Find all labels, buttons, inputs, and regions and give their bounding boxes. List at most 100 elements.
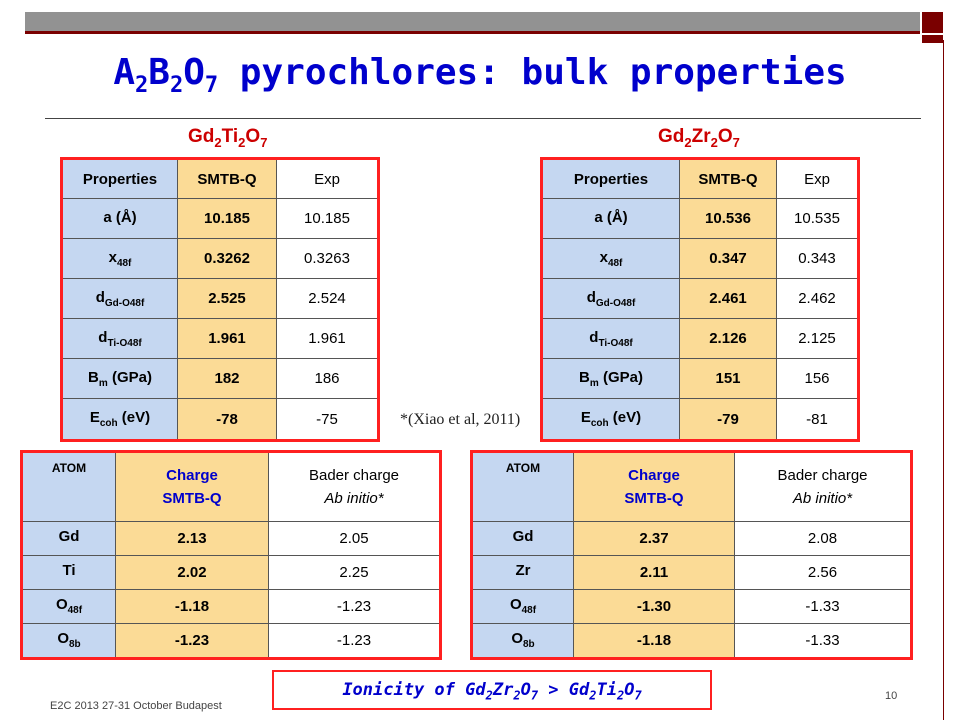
table-row: Zr 2.11 2.56 (471, 554, 912, 590)
smtb-charge: 2.02 (115, 554, 269, 590)
table-row: Ti 2.02 2.25 (21, 554, 441, 590)
table-row: x48f 0.3262 0.3263 (61, 238, 379, 280)
exp-value: 0.3263 (276, 238, 379, 280)
smtb-value: 2.525 (177, 278, 277, 320)
table-row: O8b -1.18 -1.33 (471, 622, 912, 660)
smtb-charge: 2.11 (573, 554, 735, 590)
left-charge-table: ATOM Charge SMTB-Q Bader charge Ab initio*… (20, 450, 442, 660)
right-compound-heading: Gd2Zr2O7 (658, 126, 740, 150)
row-label: Bm (GPa) (541, 358, 680, 400)
citation: *(Xiao et al, 2011) (400, 411, 521, 428)
row-label: dGd-O48f (541, 278, 680, 320)
header-charge: Charge SMTB-Q (573, 451, 735, 522)
exp-value: 2.462 (776, 278, 859, 320)
atom-label: O8b (471, 622, 574, 660)
header-smtb: SMTB-Q (679, 158, 777, 199)
table-header-row: Properties SMTB-Q Exp (541, 158, 859, 199)
exp-value: 2.125 (776, 318, 859, 360)
atom-label: Zr (471, 554, 574, 590)
header-properties: Properties (61, 158, 178, 199)
table-row: Bm (GPa) 151 156 (541, 358, 859, 400)
table-row: Gd 2.37 2.08 (471, 521, 912, 556)
smtb-value: -78 (177, 398, 277, 441)
right-border-line (943, 40, 944, 720)
table-row: x48f 0.347 0.343 (541, 238, 859, 280)
exp-value: 1.961 (276, 318, 379, 360)
smtb-value: 10.185 (177, 197, 277, 240)
smtb-charge: -1.18 (573, 622, 735, 660)
exp-value: 0.343 (776, 238, 859, 280)
top-bar (25, 12, 920, 34)
bader-charge: 2.56 (734, 554, 912, 590)
header-bader: Bader charge Ab initio* (268, 451, 441, 522)
row-label: dTi-O48f (541, 318, 680, 360)
header-exp: Exp (276, 158, 379, 199)
table-header-row: Properties SMTB-Q Exp (61, 158, 379, 199)
bader-charge: 2.08 (734, 521, 912, 556)
table-row: dGd-O48f 2.525 2.524 (61, 278, 379, 320)
bader-charge: -1.33 (734, 622, 912, 660)
exp-value: -81 (776, 398, 859, 441)
row-label: Bm (GPa) (61, 358, 178, 400)
table-row: Ecoh (eV) -79 -81 (541, 398, 859, 441)
table-row: O48f -1.18 -1.23 (21, 588, 441, 624)
corner-square (922, 12, 943, 33)
header-bader: Bader charge Ab initio* (734, 451, 912, 522)
bader-charge: -1.23 (268, 588, 441, 624)
atom-label: O48f (471, 588, 574, 624)
table-header-row: ATOM Charge SMTB-Q Bader charge Ab initio* (21, 451, 441, 522)
exp-value: 10.535 (776, 197, 859, 240)
corner-square-small (922, 35, 943, 43)
row-label: x48f (541, 238, 680, 280)
table-row: Gd 2.13 2.05 (21, 521, 441, 556)
header-smtb: SMTB-Q (177, 158, 277, 199)
table-row: dTi-O48f 1.961 1.961 (61, 318, 379, 360)
slide-title: A2B2O7 pyrochlores: bulk properties (113, 52, 847, 99)
table-row: a (Å) 10.185 10.185 (61, 197, 379, 240)
row-label: Ecoh (eV) (541, 398, 680, 441)
smtb-charge: -1.23 (115, 622, 269, 660)
page-number: 10 (885, 690, 898, 702)
table-row: a (Å) 10.536 10.535 (541, 197, 859, 240)
exp-value: 186 (276, 358, 379, 400)
table-row: Ecoh (eV) -78 -75 (61, 398, 379, 441)
smtb-value: 10.536 (679, 197, 777, 240)
exp-value: 10.185 (276, 197, 379, 240)
smtb-value: -79 (679, 398, 777, 441)
right-properties-table: Properties SMTB-Q Exp a (Å) 10.536 10.535 … (540, 157, 860, 442)
table-row: dTi-O48f 2.126 2.125 (541, 318, 859, 360)
smtb-charge: 2.37 (573, 521, 735, 556)
table-header-row: ATOM Charge SMTB-Q Bader charge Ab initio* (471, 451, 912, 522)
smtb-value: 1.961 (177, 318, 277, 360)
exp-value: 2.524 (276, 278, 379, 320)
bader-charge: 2.25 (268, 554, 441, 590)
row-label: dGd-O48f (61, 278, 178, 320)
row-label: a (Å) (541, 197, 680, 240)
smtb-charge: 2.13 (115, 521, 269, 556)
smtb-value: 151 (679, 358, 777, 400)
row-label: a (Å) (61, 197, 178, 240)
table-row: O48f -1.30 -1.33 (471, 588, 912, 624)
atom-label: O8b (21, 622, 116, 660)
header-atom: ATOM (471, 451, 574, 522)
table-row: Bm (GPa) 182 186 (61, 358, 379, 400)
bader-charge: 2.05 (268, 521, 441, 556)
header-properties: Properties (541, 158, 680, 199)
left-compound-heading: Gd2Ti2O7 (188, 126, 268, 150)
table-row: dGd-O48f 2.461 2.462 (541, 278, 859, 320)
header-charge: Charge SMTB-Q (115, 451, 269, 522)
bader-charge: -1.33 (734, 588, 912, 624)
smtb-value: 2.461 (679, 278, 777, 320)
ionicity-conclusion: Ionicity of Gd2Zr2O7 > Gd2Ti2O7 (272, 670, 712, 710)
row-label: x48f (61, 238, 178, 280)
smtb-charge: -1.30 (573, 588, 735, 624)
header-exp: Exp (776, 158, 859, 199)
smtb-charge: -1.18 (115, 588, 269, 624)
atom-label: O48f (21, 588, 116, 624)
row-label: dTi-O48f (61, 318, 178, 360)
exp-value: 156 (776, 358, 859, 400)
smtb-value: 0.3262 (177, 238, 277, 280)
header-atom: ATOM (21, 451, 116, 522)
title-divider (45, 118, 921, 119)
exp-value: -75 (276, 398, 379, 441)
